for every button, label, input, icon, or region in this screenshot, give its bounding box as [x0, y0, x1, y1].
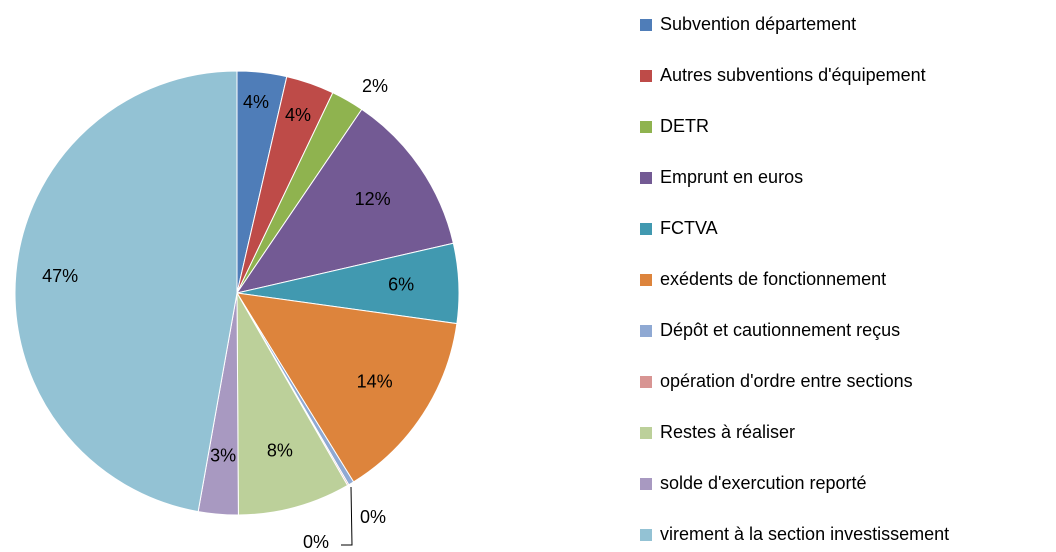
legend-swatch [640, 529, 652, 541]
pie-slice [236, 292, 458, 483]
pie-slice [14, 70, 238, 513]
legend-swatch [640, 427, 652, 439]
legend-label: exédents de fonctionnement [660, 269, 886, 289]
legend-label: Dépôt et cautionnement reçus [660, 320, 900, 340]
data-label: 47% [42, 266, 78, 286]
data-label: 4% [243, 92, 269, 112]
data-label: 14% [357, 372, 393, 392]
legend-swatch [640, 121, 652, 133]
data-label: 8% [267, 440, 293, 460]
legend-label: Restes à réaliser [660, 422, 795, 442]
legend-swatch [640, 70, 652, 82]
legend-label: Emprunt en euros [660, 167, 803, 187]
data-label: 0% [303, 532, 329, 552]
legend-swatch [640, 325, 652, 337]
legend-swatch [640, 172, 652, 184]
legend-swatch [640, 376, 652, 388]
legend-label: opération d'ordre entre sections [660, 371, 913, 391]
data-label: 4% [285, 105, 311, 125]
data-label: 12% [355, 189, 391, 209]
legend-swatch [640, 223, 652, 235]
legend-label: Autres subventions d'équipement [660, 65, 926, 85]
pie-slice [236, 291, 349, 516]
legend-swatch [640, 478, 652, 490]
data-label: 0% [360, 507, 386, 527]
legend-label: virement à la section investissement [660, 524, 949, 544]
legend-label: solde d'exercution reporté [660, 473, 867, 493]
leader-line [341, 486, 353, 546]
legend-label: Subvention département [660, 14, 856, 34]
legend-swatch [640, 274, 652, 286]
data-label: 3% [210, 445, 236, 465]
data-label: 6% [388, 275, 414, 295]
legend-label: FCTVA [660, 218, 718, 238]
legend-swatch [640, 19, 652, 31]
data-label: 2% [362, 76, 388, 96]
pie-slice [235, 108, 454, 294]
legend-label: DETR [660, 116, 709, 136]
